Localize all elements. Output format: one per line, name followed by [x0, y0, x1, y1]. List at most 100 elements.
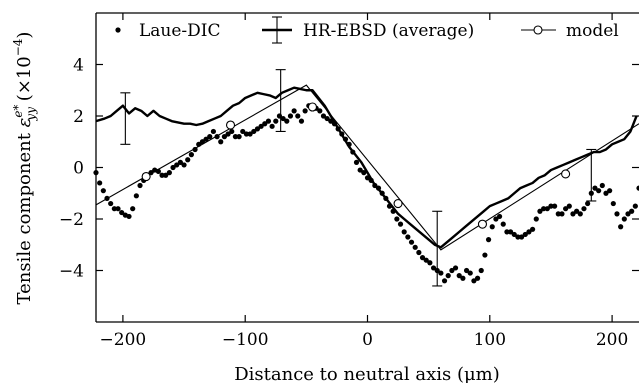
axes: −200 −100 0 100 200 −4 −2 0 2 4 [59, 12, 639, 350]
laue-dic-point [320, 113, 327, 119]
laue-dic-point [185, 157, 191, 163]
laue-dic-point [405, 234, 411, 240]
laue-dic-point [482, 252, 488, 258]
laue-dic-point [247, 131, 253, 137]
laue-dic-point [610, 200, 616, 207]
legend-laue-dic-marker [115, 27, 121, 33]
laue-dic-point [100, 188, 106, 194]
y-axis-label-suffix-exp: −4 [11, 38, 25, 56]
y-tick-label: −2 [59, 210, 84, 230]
laue-dic-point [97, 180, 103, 186]
laue-dic-point [574, 208, 580, 214]
laue-dic-point [262, 121, 268, 127]
hr-ebsd-line [95, 86, 638, 249]
laue-dic-point [585, 200, 591, 207]
model-marker [561, 169, 571, 179]
laue-dic-point [596, 188, 602, 194]
model-marker [225, 120, 236, 130]
laue-dic-point [570, 211, 576, 217]
laue-dic-point [236, 134, 242, 140]
laue-dic-point [119, 209, 125, 216]
laue-dic-point [471, 278, 477, 284]
laue-dic-point [430, 265, 437, 271]
laue-dic-point [287, 113, 294, 119]
y-axis-label-prefix: Tensile component [14, 127, 35, 304]
laue-dic-point [229, 128, 235, 135]
laue-dic-point [174, 162, 180, 168]
y-tick-label: 2 [73, 107, 84, 127]
laue-dic-point [254, 126, 261, 132]
laue-dic-point [155, 168, 161, 174]
laue-dic-point [214, 134, 220, 140]
laue-dic-point [467, 270, 473, 276]
legend-hr-ebsd-label: HR-EBSD (average) [303, 21, 474, 41]
laue-dic-point [159, 172, 165, 178]
laue-dic-point [130, 206, 136, 212]
laue-dic-point [328, 118, 334, 124]
laue-dic-point [258, 123, 264, 129]
laue-dic-point [474, 275, 481, 281]
model-marker [393, 199, 403, 209]
x-tick-label: −200 [100, 330, 147, 350]
laue-dic-point [188, 152, 194, 158]
laue-dic-point [133, 193, 139, 199]
laue-dic-point [126, 213, 132, 220]
y-axis-label-sup: e* [11, 105, 25, 118]
laue-dic-point [401, 229, 407, 235]
y-axis-label-sub: yy [24, 107, 38, 122]
laue-dic-point [181, 162, 187, 168]
laue-dic-point [544, 206, 550, 212]
laue-dic-point [350, 149, 356, 155]
laue-dic-point [394, 216, 400, 222]
laue-dic-point [375, 185, 382, 191]
laue-dic-point [625, 211, 631, 217]
laue-dic-point [353, 159, 360, 165]
laue-dic-point [291, 108, 297, 114]
model-marker [477, 219, 488, 229]
laue-dic-point [408, 239, 415, 245]
laue-dic-point [463, 267, 470, 274]
laue-dic-point [618, 224, 624, 230]
laue-dic-point [478, 267, 484, 274]
laue-dic-point [265, 118, 272, 124]
laue-dic-point [489, 224, 495, 230]
x-tick-label: −100 [222, 330, 269, 350]
laue-dic-point [218, 139, 224, 145]
y-axis-label-suffix-open: (×10 [14, 56, 35, 107]
legend-laue-dic-label: Laue-DIC [139, 21, 221, 41]
laue-dic-point [496, 213, 503, 220]
laue-dic-point [555, 211, 561, 217]
laue-dic-point [166, 170, 172, 176]
laue-dic-point [298, 118, 305, 124]
laue-dic-point [243, 131, 250, 137]
legend: Laue-DIC HR-EBSD (average) model [115, 16, 619, 44]
laue-dic-point [361, 170, 367, 176]
x-tick-label: 100 [474, 330, 506, 350]
laue-dic-point [302, 108, 308, 114]
laue-dic-point [317, 108, 323, 114]
laue-dic-point [342, 136, 349, 142]
laue-dic-point [390, 208, 396, 214]
y-axis-label-symbol: ε [14, 118, 35, 128]
x-tick-label: 0 [362, 330, 373, 350]
laue-dic-point [111, 206, 117, 212]
legend-model-label: model [566, 21, 619, 41]
laue-dic-point [295, 113, 301, 119]
laue-dic-point [203, 136, 209, 142]
laue-dic-point [485, 237, 492, 243]
laue-dic-point [577, 211, 583, 217]
laue-dic-point [331, 121, 338, 127]
laue-dic-point [346, 141, 352, 147]
laue-dic-point [438, 270, 444, 276]
laue-dic-point [599, 182, 605, 189]
laue-dic-point [192, 146, 198, 153]
laue-dic-point [412, 244, 418, 250]
laue-dic-point [452, 265, 459, 271]
laue-dic-point [273, 118, 279, 124]
y-axis-label-suffix-close: ) [14, 32, 35, 39]
laue-dic-point [364, 175, 371, 181]
laue-dic-point [588, 190, 594, 196]
laue-dic-point [636, 185, 639, 191]
laue-dic-point [504, 229, 510, 235]
